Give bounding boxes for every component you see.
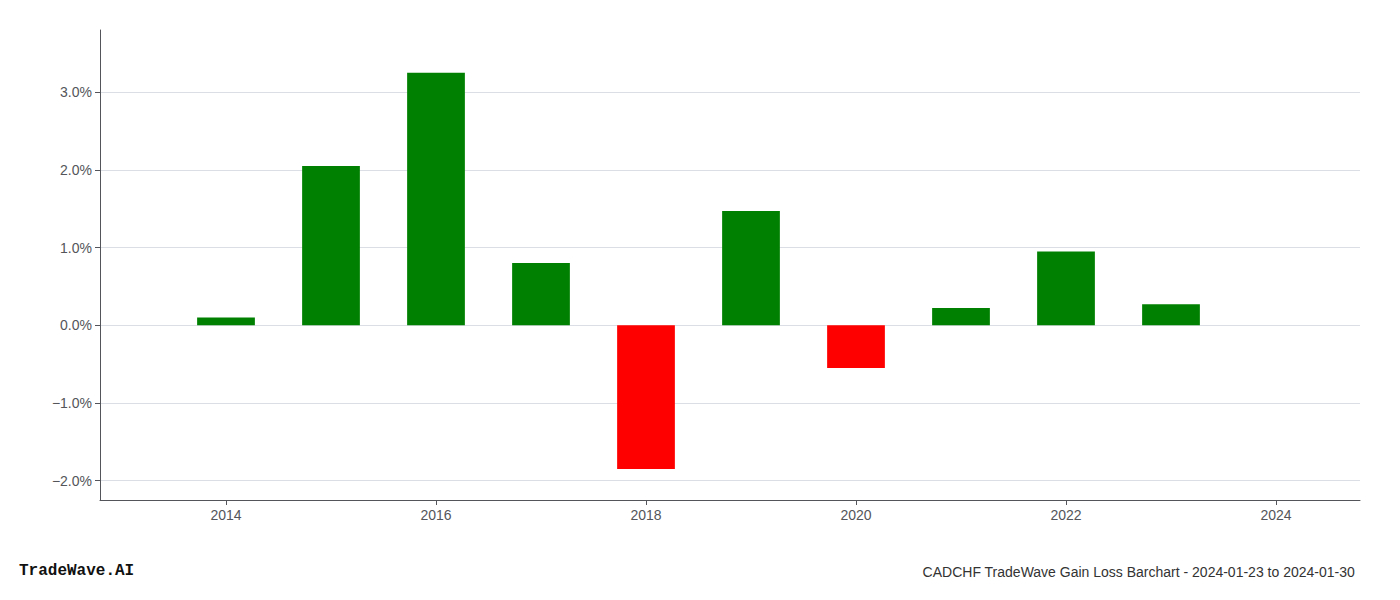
svg-text:0.0%: 0.0% [60, 317, 92, 333]
svg-text:2014: 2014 [210, 507, 241, 523]
svg-text:−1.0%: −1.0% [52, 395, 92, 411]
svg-text:TradeWave.AI: TradeWave.AI [19, 562, 134, 580]
svg-text:2024: 2024 [1260, 507, 1291, 523]
svg-text:2018: 2018 [630, 507, 661, 523]
svg-text:2022: 2022 [1050, 507, 1081, 523]
svg-text:2.0%: 2.0% [60, 162, 92, 178]
svg-text:−2.0%: −2.0% [52, 473, 92, 489]
svg-text:3.0%: 3.0% [60, 84, 92, 100]
svg-text:2016: 2016 [420, 507, 451, 523]
svg-text:CADCHF TradeWave Gain Loss Bar: CADCHF TradeWave Gain Loss Barchart - 20… [923, 564, 1355, 580]
svg-text:1.0%: 1.0% [60, 240, 92, 256]
svg-text:2020: 2020 [840, 507, 871, 523]
